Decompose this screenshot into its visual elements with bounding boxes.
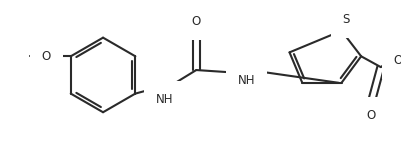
Text: O: O bbox=[393, 54, 401, 67]
Text: NH: NH bbox=[237, 74, 254, 87]
Text: O: O bbox=[191, 15, 200, 28]
Text: O: O bbox=[42, 50, 51, 63]
Text: NH: NH bbox=[156, 93, 173, 106]
Text: S: S bbox=[342, 13, 349, 26]
Text: O: O bbox=[365, 109, 375, 122]
